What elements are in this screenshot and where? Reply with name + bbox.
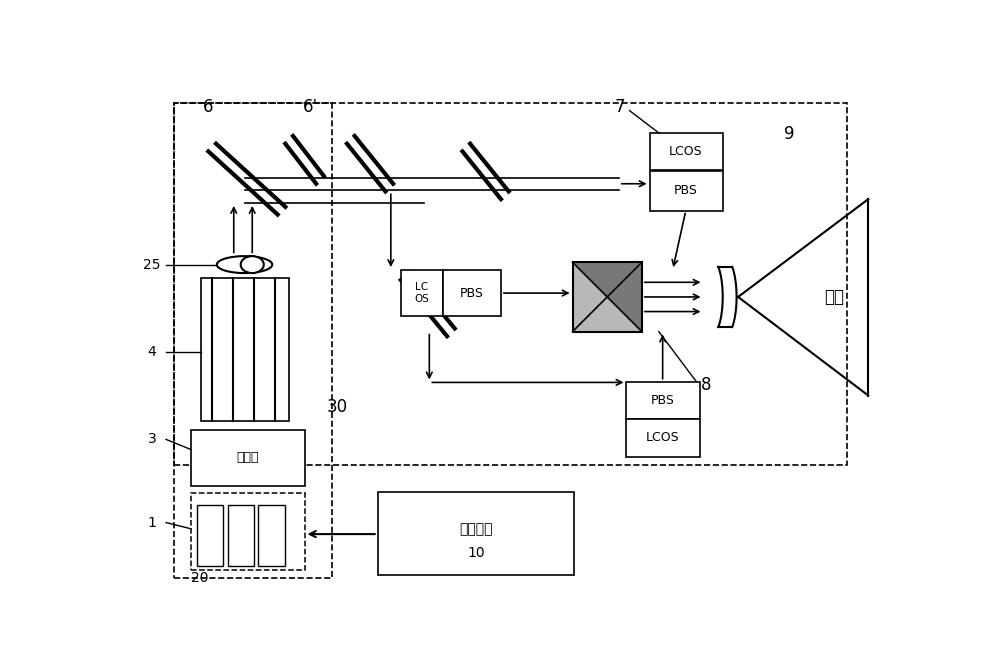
Text: 耦合器: 耦合器 [236, 452, 259, 464]
Text: PBS: PBS [460, 287, 484, 300]
Bar [650, 133, 723, 170]
Text: 1: 1 [148, 515, 157, 529]
Bar [201, 279, 289, 421]
Text: 9: 9 [784, 125, 795, 143]
Bar [174, 103, 332, 578]
Text: LCOS: LCOS [646, 432, 679, 444]
Bar [626, 382, 700, 418]
Bar [401, 270, 443, 316]
Text: 6': 6' [303, 98, 318, 116]
Text: 10: 10 [467, 547, 485, 561]
Bar [191, 430, 305, 485]
Text: 4: 4 [148, 344, 157, 358]
Text: 6: 6 [203, 98, 214, 116]
Bar [228, 505, 254, 567]
Text: 20: 20 [191, 571, 209, 585]
Polygon shape [573, 262, 642, 332]
Ellipse shape [217, 256, 272, 273]
Ellipse shape [241, 256, 264, 273]
Bar [443, 270, 501, 316]
Bar [174, 103, 847, 465]
Polygon shape [573, 262, 642, 332]
Text: 8: 8 [701, 376, 712, 394]
Bar [258, 505, 285, 567]
Bar [191, 493, 305, 571]
Text: 控制系统: 控制系统 [459, 522, 493, 536]
Text: 25: 25 [143, 257, 161, 271]
Text: 30: 30 [326, 398, 348, 416]
Text: 7: 7 [615, 98, 626, 116]
Text: 3: 3 [148, 432, 157, 446]
Text: LCOS: LCOS [669, 145, 703, 158]
Bar [626, 418, 700, 457]
Bar [650, 171, 723, 211]
Text: LC
OS: LC OS [415, 282, 429, 304]
Text: 投影: 投影 [824, 288, 844, 306]
Bar [378, 491, 574, 575]
Bar [573, 262, 642, 332]
Text: PBS: PBS [674, 184, 698, 198]
Text: PBS: PBS [651, 394, 675, 406]
Bar [197, 505, 223, 567]
